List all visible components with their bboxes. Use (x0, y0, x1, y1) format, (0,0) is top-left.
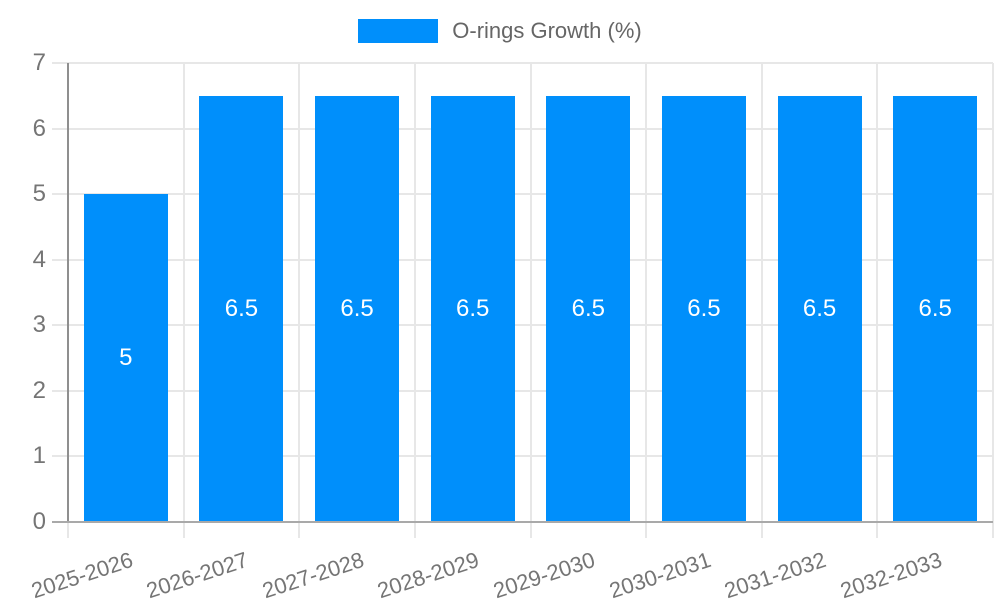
gridline-horizontal (52, 258, 993, 261)
gridline-horizontal (52, 389, 993, 392)
gridline-horizontal (52, 193, 993, 196)
x-tick-label: 2028-2029 (374, 547, 483, 600)
bar-value-label: 6.5 (456, 294, 490, 322)
gridline-vertical (413, 63, 416, 538)
bar (430, 95, 515, 522)
bar-value-label: 6.5 (918, 294, 952, 322)
bar-value-label: 6.5 (224, 294, 259, 322)
gridline-vertical (992, 63, 994, 538)
x-tick-label: 2025-2026 (27, 547, 136, 600)
y-tick-label: 0 (32, 508, 46, 535)
legend-color-swatch (358, 19, 439, 43)
gridline-horizontal (52, 62, 993, 64)
bar-value-label: 6.5 (802, 294, 837, 322)
bar-value-label: 6.5 (687, 294, 721, 322)
y-tick-label: 2 (32, 376, 46, 404)
x-tick-label: 2030-2031 (605, 547, 714, 600)
gridline-vertical (760, 63, 763, 538)
x-axis-line (52, 521, 993, 523)
gridline-horizontal (52, 127, 993, 130)
x-tick-label: 2031-2032 (721, 547, 830, 600)
y-tick-label: 1 (32, 442, 46, 470)
gridline-vertical (645, 63, 648, 538)
bar (315, 95, 400, 522)
x-tick-label: 2032-2033 (837, 547, 945, 600)
y-tick-label: 4 (32, 245, 46, 273)
bar (661, 95, 746, 522)
bar (893, 95, 978, 522)
bar (199, 95, 284, 522)
y-tick-label: 5 (32, 180, 46, 208)
y-tick-label: 7 (32, 49, 46, 76)
chart-legend: O-rings Growth (%) (0, 0, 1000, 44)
x-tick-label: 2029-2030 (490, 547, 599, 600)
bar-value-label: 6.5 (571, 294, 605, 322)
gridline-vertical (182, 63, 185, 538)
gridline-vertical (529, 63, 532, 538)
bar-value-label: 6.5 (340, 294, 374, 322)
gridline-vertical (876, 63, 879, 538)
bar (546, 95, 631, 522)
gridline-horizontal (52, 455, 993, 458)
legend-item-orings-growth[interactable]: O-rings Growth (%) (358, 18, 642, 44)
x-tick-label: 2026-2027 (143, 547, 252, 600)
bar (777, 95, 862, 522)
bar (83, 194, 168, 522)
y-tick-label: 3 (32, 311, 46, 339)
bar-value-label: 5 (119, 344, 133, 372)
y-tick-label: 6 (32, 114, 46, 142)
y-axis-line (67, 63, 69, 522)
x-tick-label: 2027-2028 (258, 547, 367, 600)
gridline-vertical (298, 63, 301, 538)
gridline-horizontal (52, 324, 993, 327)
legend-label: O-rings Growth (%) (452, 18, 642, 43)
